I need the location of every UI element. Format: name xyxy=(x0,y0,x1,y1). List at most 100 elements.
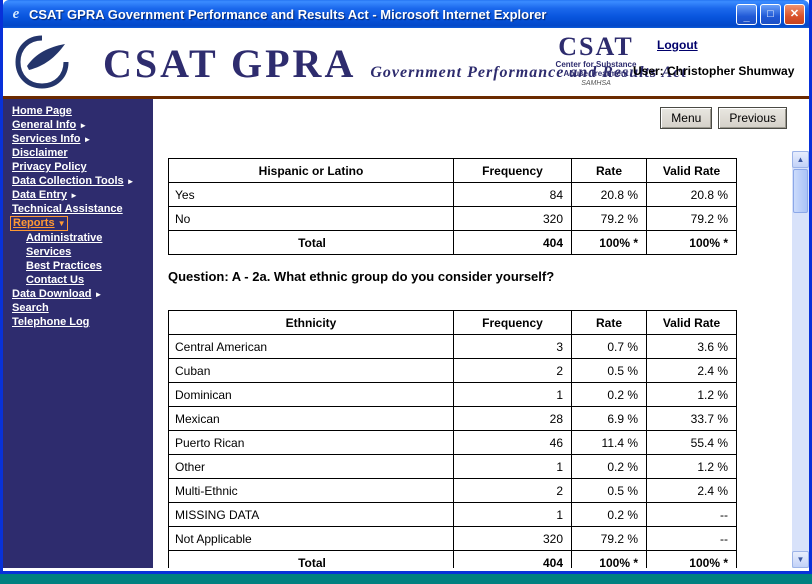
value-cell: 2.4 % xyxy=(646,478,737,503)
header-row: Ethnicity Frequency Rate Valid Rate xyxy=(168,310,737,335)
total-value-cell: 100% * xyxy=(571,550,647,568)
sidebar-item-disclaimer[interactable]: Disclaimer xyxy=(10,147,70,160)
samhsa-label: SAMHSA xyxy=(581,80,611,87)
sidebar-item-data-entry[interactable]: Data Entry ► xyxy=(10,189,80,202)
title-bar: e CSAT GPRA Government Performance and R… xyxy=(3,0,809,28)
sidebar-item-label: Reports xyxy=(13,217,55,229)
column-header: Valid Rate xyxy=(646,310,737,335)
row-label-cell: Not Applicable xyxy=(168,526,454,551)
row-label-cell: No xyxy=(168,206,454,231)
table-row: Central American 3 0.7 % 3.6 % xyxy=(168,334,737,359)
sidebar-item-services[interactable]: Services xyxy=(24,246,73,259)
table-row: Cuban 2 0.5 % 2.4 % xyxy=(168,358,737,383)
column-header: Frequency xyxy=(453,310,572,335)
minimize-icon: _ xyxy=(743,10,750,23)
scroll-up-icon: ▲ xyxy=(796,155,805,164)
triangle-right-icon: ► xyxy=(83,135,92,144)
sidebar-item-home-page[interactable]: Home Page xyxy=(10,105,74,118)
column-header: Valid Rate xyxy=(646,158,737,183)
maximize-icon: □ xyxy=(767,7,774,20)
table-row: Puerto Rican 46 11.4 % 55.4 % xyxy=(168,430,737,455)
row-label-cell: Dominican xyxy=(168,382,454,407)
sidebar-item-reports[interactable]: Reports ▼ xyxy=(10,216,69,231)
sidebar-item-data-download[interactable]: Data Download ► xyxy=(10,288,104,301)
total-value-cell: 100% * xyxy=(646,550,737,568)
value-cell: 33.7 % xyxy=(646,406,737,431)
value-cell: 0.5 % xyxy=(571,478,647,503)
previous-button[interactable]: Previous xyxy=(718,107,787,129)
scrollbar-up-button[interactable]: ▲ xyxy=(792,151,809,168)
value-cell: 0.7 % xyxy=(571,334,647,359)
sidebar-item-label: Services xyxy=(26,246,72,258)
sidebar-item-label: Services Info xyxy=(12,133,81,145)
sidebar-item-label: Data Collection Tools xyxy=(12,175,124,187)
scrollbar-thumb[interactable] xyxy=(793,169,808,213)
table-row: Not Applicable 320 79.2 % -- xyxy=(168,526,737,551)
total-value-cell: 404 xyxy=(453,550,572,568)
total-value-cell: 100% * xyxy=(646,230,737,255)
value-cell: 2 xyxy=(453,478,572,503)
csat-seal: CSAT Center for Substance Abuse Treatmen… xyxy=(540,34,652,88)
brand-title: CSAT GPRA xyxy=(103,41,357,86)
tables-area: Hispanic or Latino Frequency Rate Valid Rat… xyxy=(153,151,792,568)
value-cell: 46 xyxy=(453,430,572,455)
sidebar-item-label: Telephone Log xyxy=(12,316,90,328)
internet-explorer-icon: e xyxy=(12,5,20,22)
sidebar-item-data-collection-tools[interactable]: Data Collection Tools ► xyxy=(10,175,137,188)
sidebar-item-services-info[interactable]: Services Info ► xyxy=(10,133,93,146)
value-cell: 1 xyxy=(453,454,572,479)
table-row: Mexican 28 6.9 % 33.7 % xyxy=(168,406,737,431)
value-cell: 28 xyxy=(453,406,572,431)
minimize-button[interactable]: _ xyxy=(736,3,757,25)
vertical-scrollbar[interactable]: ▲ ▼ xyxy=(792,151,809,568)
logout-link[interactable]: Logout xyxy=(657,38,698,52)
ethnicity-table: Ethnicity Frequency Rate Valid Rate Central … xyxy=(168,310,737,568)
value-cell: 79.2 % xyxy=(571,526,647,551)
value-cell: 3.6 % xyxy=(646,334,737,359)
value-cell: 0.2 % xyxy=(571,382,647,407)
maximize-button[interactable]: □ xyxy=(760,3,781,25)
brand-lockup: CSAT GPRA Government Performance and Res… xyxy=(103,40,687,87)
value-cell: 55.4 % xyxy=(646,430,737,455)
sidebar-item-label: Search xyxy=(12,302,49,314)
sidebar-item-search[interactable]: Search xyxy=(10,302,51,315)
value-cell: 20.8 % xyxy=(571,182,647,207)
total-value-cell: 100% * xyxy=(571,230,647,255)
triangle-right-icon: ► xyxy=(79,121,88,130)
user-label: User: Christopher Shumway xyxy=(633,64,795,78)
menu-button[interactable]: Menu xyxy=(660,107,713,129)
sidebar-item-contact-us[interactable]: Contact Us xyxy=(24,274,86,287)
value-cell: 0.2 % xyxy=(571,454,647,479)
sidebar-item-general-info[interactable]: General Info ► xyxy=(10,119,89,132)
triangle-right-icon: ► xyxy=(94,290,103,299)
total-row: Total 404 100% * 100% * xyxy=(168,550,737,568)
value-cell: 1.2 % xyxy=(646,382,737,407)
sidebar-item-best-practices[interactable]: Best Practices xyxy=(24,260,104,273)
sidebar-item-label: General Info xyxy=(12,119,77,131)
scrollbar-down-button[interactable]: ▼ xyxy=(792,551,809,568)
sidebar-item-privacy-policy[interactable]: Privacy Policy xyxy=(10,161,89,174)
row-label-cell: Cuban xyxy=(168,358,454,383)
sidebar-item-label: Home Page xyxy=(12,105,72,117)
sidebar-item-administrative[interactable]: Administrative xyxy=(24,232,104,245)
report-scroll-area: Hispanic or Latino Frequency Rate Valid Rat… xyxy=(153,151,809,568)
close-button[interactable]: ✕ xyxy=(784,3,805,25)
column-header: Frequency xyxy=(453,158,572,183)
header-right: Logout User: Christopher Shumway xyxy=(633,36,803,78)
value-cell: 0.2 % xyxy=(571,502,647,527)
value-cell: 1 xyxy=(453,382,572,407)
table-row: Other 1 0.2 % 1.2 % xyxy=(168,454,737,479)
total-label-cell: Total xyxy=(168,550,454,568)
column-header: Hispanic or Latino xyxy=(168,158,454,183)
value-cell: 2.4 % xyxy=(646,358,737,383)
value-cell: 0.5 % xyxy=(571,358,647,383)
window-title: CSAT GPRA Government Performance and Res… xyxy=(29,6,547,22)
value-cell: 1 xyxy=(453,502,572,527)
sidebar-item-telephone-log[interactable]: Telephone Log xyxy=(10,316,91,329)
column-header: Ethnicity xyxy=(168,310,454,335)
column-header: Rate xyxy=(571,158,647,183)
header-row: Hispanic or Latino Frequency Rate Valid Rat… xyxy=(168,158,737,183)
sidebar-item-technical-assistance[interactable]: Technical Assistance xyxy=(10,203,125,216)
